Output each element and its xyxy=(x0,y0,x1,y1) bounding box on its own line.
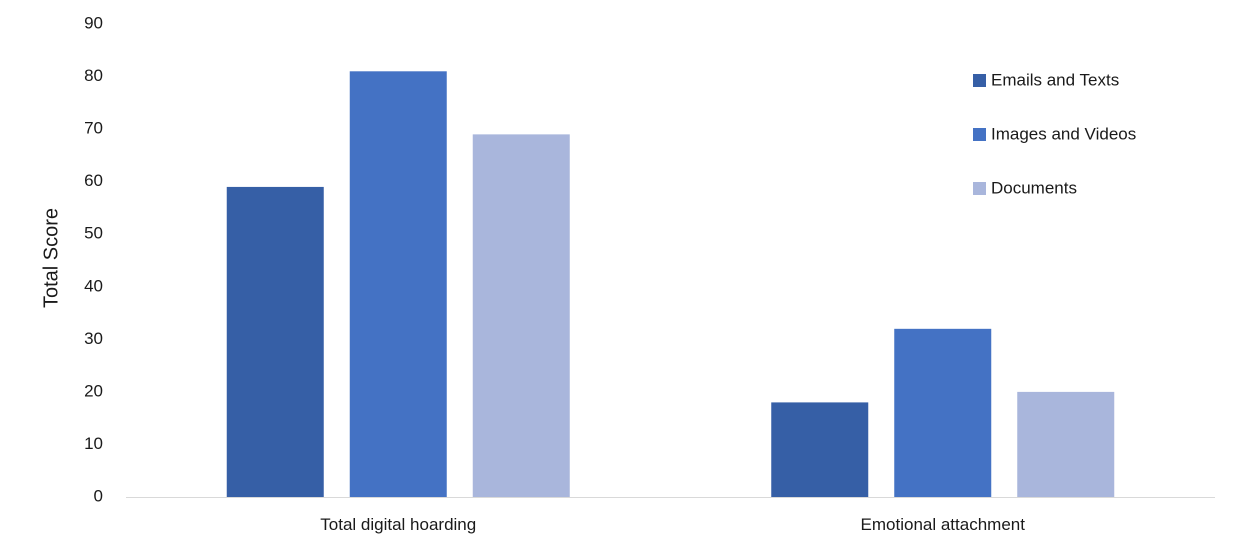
x-category-label: Total digital hoarding xyxy=(320,515,476,534)
bar-emails-and-texts-0 xyxy=(226,186,324,497)
x-category-label: Emotional attachment xyxy=(861,515,1026,534)
legend-label: Documents xyxy=(991,178,1077,197)
y-tick-label: 0 xyxy=(94,486,103,505)
y-tick-label: 80 xyxy=(84,66,103,85)
y-tick-label: 20 xyxy=(84,381,103,400)
y-tick-label: 10 xyxy=(84,434,103,453)
legend-label: Images and Videos xyxy=(991,124,1136,143)
bar-images-and-videos-1 xyxy=(894,328,992,497)
y-tick-label: 60 xyxy=(84,171,103,190)
bar-documents-0 xyxy=(472,134,570,497)
bar-emails-and-texts-1 xyxy=(771,402,869,497)
y-axis-title: Total Score xyxy=(40,208,62,308)
y-tick-label: 30 xyxy=(84,329,103,348)
x-axis-labels: Total digital hoarding Emotional attachme… xyxy=(320,515,1025,534)
bar-images-and-videos-0 xyxy=(349,71,447,498)
legend-swatch xyxy=(973,128,986,141)
legend-swatch xyxy=(973,182,986,195)
bars xyxy=(226,71,1115,498)
legend-label: Emails and Texts xyxy=(991,70,1119,89)
bar-documents-1 xyxy=(1017,391,1115,497)
legend: Emails and Texts Images and Videos Documen… xyxy=(973,70,1136,197)
y-axis-ticks: 0 10 20 30 40 50 60 70 80 90 xyxy=(84,13,103,505)
y-tick-label: 50 xyxy=(84,224,103,243)
y-tick-label: 90 xyxy=(84,13,103,32)
legend-swatch xyxy=(973,74,986,87)
y-tick-label: 70 xyxy=(84,119,103,138)
y-tick-label: 40 xyxy=(84,276,103,295)
